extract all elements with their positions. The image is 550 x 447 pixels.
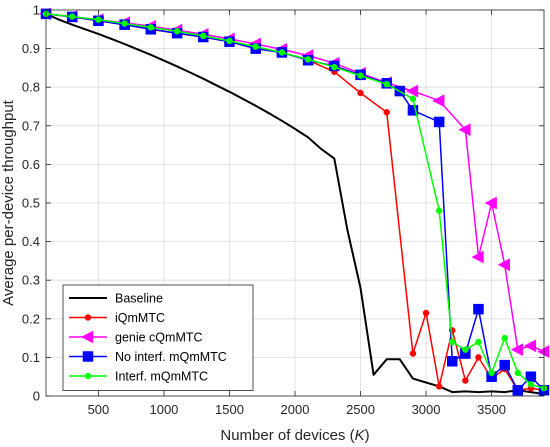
y-axis-label: Average per-device throughput (0, 99, 17, 306)
legend-swatch-marker (84, 314, 92, 321)
data-point-genie-cqmmtc (458, 123, 471, 137)
data-point-interf-mqmmtc (200, 32, 207, 40)
x-tick-label: 3500 (477, 402, 506, 417)
data-point-genie-cqmmtc (432, 94, 445, 108)
data-point-interf-mqmmtc (383, 80, 390, 88)
y-tick-label: 0 (33, 389, 40, 404)
data-point-interf-mqmmtc (357, 72, 364, 79)
data-point-interf-mqmmtc (226, 37, 233, 45)
legend-swatch-marker (82, 351, 94, 362)
y-tick-label: 0.5 (22, 196, 40, 211)
x-axis-label: Number of devices (K) (220, 427, 369, 444)
legend-label: genie cQmMTC (115, 331, 203, 345)
y-tick-label: 0.4 (22, 234, 40, 249)
y-tick-label: 0.7 (22, 118, 40, 133)
data-point-interf-mqmmtc (475, 338, 482, 346)
data-point-interf-mqmmtc (449, 338, 456, 346)
data-point-no-interf-mqmmtc (447, 356, 458, 367)
data-point-interf-mqmmtc (68, 13, 76, 20)
x-tick-label: 1000 (149, 402, 178, 417)
data-point-interf-mqmmtc (147, 24, 155, 31)
tick-labels: 500 1000 1500 2000 2500 3000 3500 0 0.1 0.2 0.3 0.4… (22, 3, 544, 417)
data-point-iqmmtc (475, 354, 482, 361)
y-tick-label: 0.9 (22, 41, 40, 56)
legend-swatch-marker (84, 372, 92, 380)
data-point-iqmmtc (357, 89, 364, 97)
y-tick-label: 0.6 (22, 157, 40, 172)
y-tick-label: 1 (33, 3, 40, 18)
data-point-iqmmtc (422, 309, 430, 317)
data-point-interf-mqmmtc (252, 43, 259, 50)
data-point-no-interf-mqmmtc (473, 303, 484, 315)
series-layer (38, 7, 550, 396)
legend-item-baseline: Baseline (69, 292, 163, 306)
y-tick-label: 0.3 (22, 273, 40, 288)
data-point-genie-cqmmtc (497, 258, 510, 272)
y-tick-label: 0.2 (22, 311, 40, 326)
x-tick-label: 2000 (281, 402, 310, 417)
legend-label: No interf. mQmMTC (115, 350, 227, 364)
data-point-genie-cqmmtc (536, 345, 550, 359)
data-point-interf-mqmmtc (409, 95, 417, 103)
data-point-interf-mqmmtc (95, 16, 102, 23)
y-tick-label: 0.1 (22, 350, 40, 365)
data-point-no-interf-mqmmtc (525, 371, 537, 382)
x-tick-label: 500 (88, 402, 110, 417)
data-point-interf-mqmmtc (173, 27, 181, 35)
series-line-interf-mqmmtc (45, 13, 545, 390)
data-point-genie-cqmmtc (484, 196, 497, 210)
data-point-interf-mqmmtc (488, 369, 495, 377)
data-point-no-interf-mqmmtc (499, 359, 510, 371)
x-tick-label: 2500 (346, 402, 375, 417)
y-tick-label: 0.8 (22, 80, 40, 95)
legend-label: Interf. mQmMTC (115, 370, 208, 384)
x-tick-label: 1500 (215, 402, 244, 417)
legend-item-iqmmtc: iQmMTC (69, 311, 165, 325)
data-point-genie-cqmmtc (405, 84, 419, 98)
legend-swatch-marker (80, 330, 94, 344)
data-point-genie-cqmmtc (510, 343, 524, 357)
legend: Baseline iQmMTC genie cQmMTC No interf. mQm… (62, 284, 254, 391)
data-point-interf-mqmmtc (331, 63, 338, 71)
data-point-no-interf-mqmmtc (433, 116, 445, 128)
series-baseline (45, 12, 545, 396)
legend-label: Baseline (115, 292, 163, 306)
data-point-interf-mqmmtc (501, 334, 508, 342)
legend-item-genie-cqmmtc: genie cQmMTC (69, 331, 203, 345)
data-point-interf-mqmmtc (462, 346, 469, 353)
data-point-iqmmtc (462, 377, 469, 384)
data-point-interf-mqmmtc (121, 20, 128, 27)
data-point-iqmmtc (435, 383, 443, 390)
data-point-interf-mqmmtc (435, 207, 443, 214)
series-line-baseline (45, 12, 545, 396)
data-point-interf-mqmmtc (278, 49, 286, 56)
data-point-genie-cqmmtc (471, 250, 484, 264)
data-point-interf-mqmmtc (527, 381, 535, 388)
legend-item-no-interf-mqmmtc: No interf. mQmMTC (69, 350, 227, 364)
data-point-interf-mqmmtc (514, 369, 522, 377)
legend-label: iQmMTC (115, 311, 165, 325)
data-point-genie-cqmmtc (523, 339, 537, 353)
data-point-no-interf-mqmmtc (512, 384, 524, 396)
data-point-interf-mqmmtc (304, 56, 312, 63)
legend-item-interf-mqmmtc: Interf. mQmMTC (69, 370, 208, 384)
data-point-iqmmtc (383, 109, 390, 116)
data-point-no-interf-mqmmtc (407, 105, 419, 116)
x-tick-label: 3000 (412, 402, 441, 417)
data-point-iqmmtc (409, 350, 417, 357)
series-interf-mqmmtc (42, 10, 548, 392)
